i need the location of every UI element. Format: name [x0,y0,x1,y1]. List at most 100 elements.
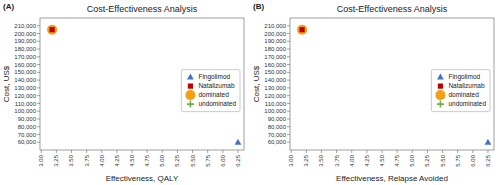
y-tick-label: 130,000 [264,85,286,91]
y-tick [287,134,290,135]
legend-swatch [437,101,444,108]
x-tick-label: 4.00 [99,154,105,166]
x-tick [382,150,383,153]
y-tick-label: 170,000 [264,54,286,60]
x-tick-label: 4.75 [394,154,400,166]
x-tick [237,150,238,153]
x-tick [321,150,322,153]
x-tick-label: 6.00 [470,154,476,166]
legend-label: Natalizumab [198,82,235,89]
x-tick-label: 6.00 [220,154,226,166]
x-tick [336,150,337,153]
y-tick-label: 130,000 [14,85,36,91]
y-tick [37,126,40,127]
legend-swatch [187,101,194,108]
title: Cost-Effectiveness Analysis [337,4,448,14]
x-tick-label: 5.00 [159,154,165,166]
point [47,25,57,35]
x-tick [177,150,178,153]
legend: FingolimodNatalizumabdominatedundominate… [181,70,240,112]
x-tick [86,150,87,153]
point [300,27,305,32]
x-tick [132,150,133,153]
x-tick [442,150,443,153]
legend-swatch [187,74,194,80]
x-tick [306,150,307,153]
legend-swatch [185,90,195,100]
x-tick [41,150,42,153]
x-tick [291,150,292,153]
y-tick [287,142,290,143]
x-tick [366,150,367,153]
x-tick-label: 3.25 [53,154,59,166]
legend-label: Fingolimod [448,73,480,81]
y-tick [287,49,290,50]
y-tick [287,111,290,112]
y-tick-label: 210,000 [264,23,286,29]
x-tick-label: 4.50 [379,154,385,166]
data-layer [47,25,241,145]
x-tick-label: 3.00 [38,154,44,166]
x-tick-label: 6.25 [485,154,491,166]
x-tick-label: 5.25 [424,154,430,166]
point [485,139,492,145]
y-tick-label: 170,000 [14,54,36,60]
y-tick [37,64,40,65]
y-tick-label: 90,000 [268,116,287,122]
y-tick-label: 80,000 [18,124,37,130]
y-tick-label: 200,000 [264,31,286,37]
y-tick [287,95,290,96]
y-tick-label: 60,000 [18,139,37,145]
y-tick-label: 80,000 [268,124,287,130]
x-tick [71,150,72,153]
x-tick-label: 4.25 [364,154,370,166]
x-tick-label: 3.00 [288,154,294,166]
x-tick-label: 5.25 [174,154,180,166]
y-tick-label: 160,000 [264,62,286,68]
x-tick [147,150,148,153]
y-tick [287,126,290,127]
x-tick [412,150,413,153]
y-tick [37,87,40,88]
legend-box [431,70,490,112]
title: Cost-Effectiveness Analysis [87,4,198,14]
x-tick [397,150,398,153]
y-tick [37,33,40,34]
x-tick-label: 5.50 [190,154,196,166]
x-tick-label: 4.75 [144,154,150,166]
x-tick-label: 3.25 [303,154,309,166]
x-tick-label: 3.75 [334,154,340,166]
y-tick [287,33,290,34]
y-tick-label: 200,000 [14,31,36,37]
y-tick [37,72,40,73]
y-tick [37,103,40,104]
panel: (B) Cost-Effectiveness Analysis 3.00 3.25 3.… [252,2,494,183]
legend: FingolimodNatalizumabdominatedundominate… [431,70,490,112]
y-tick-label: 150,000 [264,69,286,75]
plot-frame [40,18,244,150]
y-tick-label: 110,000 [265,101,287,107]
legend-label: dominated [448,91,479,98]
y-tick [37,111,40,112]
x-tick-label: 5.50 [440,154,446,166]
x-tick-label: 3.50 [318,154,324,166]
plot-frame [290,18,494,150]
y-tick [37,118,40,119]
x-tick-label: 3.75 [84,154,90,166]
x-tick [427,150,428,153]
legend-label: dominated [198,91,229,98]
legend-label: Natalizumab [448,82,485,89]
y-tick [37,142,40,143]
x-tick [351,150,352,153]
y-tick [287,56,290,57]
x-tick-label: 5.75 [455,154,461,166]
y-tick [37,80,40,81]
y-tick-label: 100,000 [14,108,36,114]
y-tick-label: 110,000 [15,101,37,107]
y-tick-label: 190,000 [14,38,36,44]
y-tick [37,134,40,135]
figure: (A)Cost-Effectiveness Analysis3.003.253.… [0,0,500,185]
panel-label: (B) [253,2,264,11]
y-tick-label: 120,000 [14,93,36,99]
y-tick-label: 190,000 [264,38,286,44]
